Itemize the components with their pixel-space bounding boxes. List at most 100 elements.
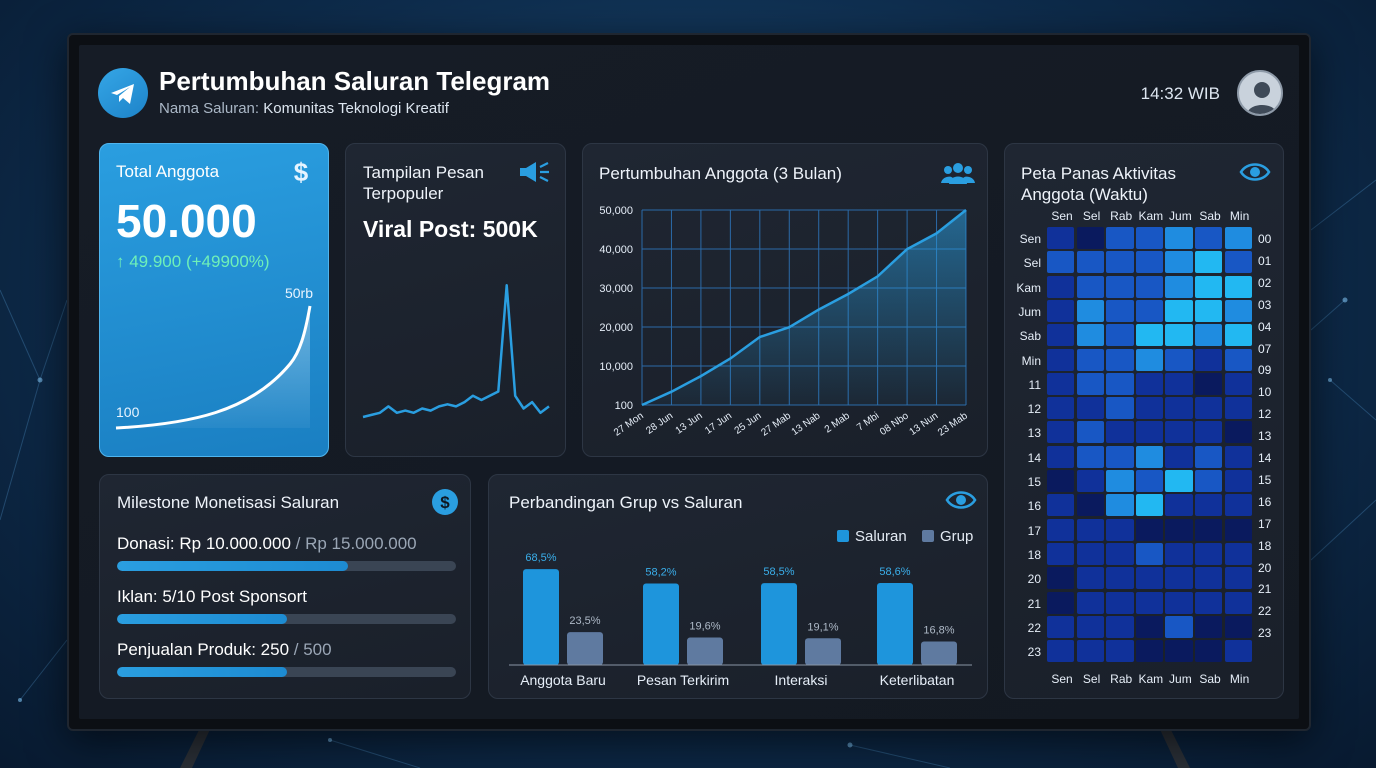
dollar-icon: $ — [294, 158, 309, 186]
legend-channel-swatch — [837, 530, 849, 542]
heatmap-cell — [1047, 348, 1075, 371]
heatmap-cell — [1076, 275, 1104, 298]
heatmap-cell — [1224, 324, 1252, 347]
x-tick-label: 23 Mab — [936, 410, 970, 438]
heatmap-cell — [1195, 640, 1223, 663]
heatmap-cell — [1165, 445, 1193, 468]
heatmap-cell — [1195, 299, 1223, 322]
heatmap-col-label-top: Rab — [1110, 209, 1133, 223]
tv-frame: Pertumbuhan Saluran Telegram Nama Salura… — [67, 33, 1311, 731]
heatmap-row-label-right: 18 — [1258, 538, 1272, 553]
heatmap-cell — [1047, 542, 1075, 565]
telegram-logo-icon — [98, 68, 148, 118]
heatmap-row-label-right: 02 — [1258, 275, 1272, 290]
user-avatar[interactable] — [1237, 70, 1283, 116]
heatmap-cell — [1106, 421, 1134, 444]
heatmap-cell — [1224, 299, 1252, 322]
milestone-ads-label: Iklan: 5/10 Post Sponsort — [117, 587, 307, 607]
heatmap-cell — [1165, 227, 1193, 249]
x-tick-label: 27 Mab — [759, 410, 793, 438]
heatmap-cell — [1224, 567, 1252, 590]
heatmap-row-label-right: 10 — [1258, 385, 1272, 400]
heatmap-cell — [1224, 251, 1252, 274]
y-tick-label: 40,000 — [599, 244, 633, 256]
heatmap-title-2: Anggota (Waktu) — [1021, 185, 1148, 204]
channel-name: Nama Saluran: Komunitas Teknologi Kreati… — [159, 100, 449, 117]
svg-text:$: $ — [294, 158, 309, 186]
milestone-ads-text: Iklan: 5/10 Post Sponsort — [117, 587, 307, 606]
bar-value-label: 58,2% — [645, 567, 676, 579]
svg-text:$: $ — [440, 493, 450, 512]
total-members-card[interactable]: Total Anggota $ 50.000 ↑ 49.900 (+49900%… — [99, 143, 329, 457]
heatmap-cell — [1165, 591, 1193, 614]
heatmap-cell — [1106, 591, 1134, 614]
heatmap-cell — [1195, 567, 1223, 590]
heatmap-row-label-left: Sen — [1019, 232, 1041, 246]
heatmap-row-label-left: 14 — [1027, 450, 1041, 465]
heatmap-cell — [1135, 567, 1164, 590]
bar-saluran — [523, 569, 559, 665]
heatmap-cell — [1135, 348, 1164, 371]
eye-icon[interactable] — [1239, 161, 1271, 183]
x-tick-label: 13 Nab — [790, 410, 823, 438]
heatmap-cell — [1106, 445, 1134, 468]
heatmap-row-label-right: 03 — [1258, 297, 1272, 312]
heatmap-cell — [1195, 591, 1223, 614]
popular-posts-panel[interactable]: Tampilan Pesan Terpopuler Viral Post: 50… — [345, 143, 566, 457]
bar-value-label: 68,5% — [525, 552, 556, 564]
heatmap-cell — [1076, 227, 1104, 249]
heatmap-row-label-left: Min — [1021, 353, 1041, 368]
megaphone-icon — [520, 162, 549, 182]
member-growth-panel[interactable]: Pertumbuhan Anggota (3 Bulan) 100 10,000 2… — [582, 143, 988, 457]
legend-channel: Saluran — [837, 528, 907, 545]
heatmap-cell — [1106, 615, 1134, 638]
heatmap-cell — [1135, 518, 1164, 541]
heatmap-cell — [1047, 518, 1075, 541]
heatmap-cell — [1135, 591, 1164, 614]
group-vs-channel-panel[interactable]: Perbandingan Grup vs Saluran Saluran Gru… — [488, 474, 988, 699]
bar-grup — [921, 641, 957, 665]
heatmap-cell — [1165, 324, 1193, 347]
heatmap-cell — [1195, 445, 1223, 468]
monetization-milestone-panel[interactable]: Milestone Monetisasi Saluran $ Donasi: R… — [99, 474, 471, 699]
heatmap-cell — [1076, 397, 1104, 420]
heatmap-cell — [1195, 372, 1223, 395]
heatmap-cell — [1047, 299, 1075, 322]
heatmap-row-label-right: 07 — [1258, 341, 1272, 356]
heatmap-cell — [1165, 542, 1193, 565]
heatmap-row-label-left: Jum — [1018, 304, 1041, 319]
x-tick-label: 2 Mab — [823, 410, 852, 435]
heatmap-cell — [1135, 372, 1164, 395]
heatmap-cell — [1135, 324, 1164, 347]
total-members-growth: ↑ 49.900 (+49900%) — [116, 252, 270, 271]
heatmap-cell — [1224, 397, 1252, 420]
heatmap-row-label-left: 20 — [1027, 572, 1041, 587]
activity-heatmap-panel[interactable]: Peta Panas Aktivitas Anggota (Waktu) Sen… — [1004, 143, 1284, 699]
heatmap-cell — [1165, 518, 1193, 541]
heatmap-cell — [1224, 615, 1252, 638]
heatmap-cell — [1195, 348, 1223, 371]
bar-saluran — [643, 583, 679, 665]
x-tick-label: 28 Jun — [644, 410, 675, 436]
heatmap-cell — [1224, 275, 1252, 298]
heatmap-row-label-left: 21 — [1027, 596, 1041, 611]
bar-value-label: 19,6% — [689, 621, 720, 633]
bar-value-label: 19,1% — [807, 621, 838, 633]
y-tick-label: 20,000 — [599, 322, 633, 334]
heatmap-cell — [1165, 640, 1193, 663]
views-line — [362, 284, 550, 419]
heatmap-col-label-bottom: Kam — [1138, 672, 1164, 686]
heatmap-row-label-left: 18 — [1027, 547, 1041, 562]
heatmap-cell — [1224, 470, 1252, 492]
heatmap-row-label-right: 12 — [1258, 407, 1272, 422]
growth-line — [641, 209, 967, 407]
viral-post-headline: Viral Post: 500K — [363, 216, 538, 242]
heatmap-cell — [1076, 591, 1104, 614]
heatmap-row-label-left: 15 — [1027, 475, 1041, 489]
heatmap-col-label-bottom: Sab — [1199, 672, 1221, 686]
milestone-sales-fill — [117, 667, 287, 677]
eye-icon[interactable] — [945, 489, 977, 511]
heatmap-cell — [1076, 445, 1104, 468]
heatmap-cell — [1106, 251, 1134, 274]
